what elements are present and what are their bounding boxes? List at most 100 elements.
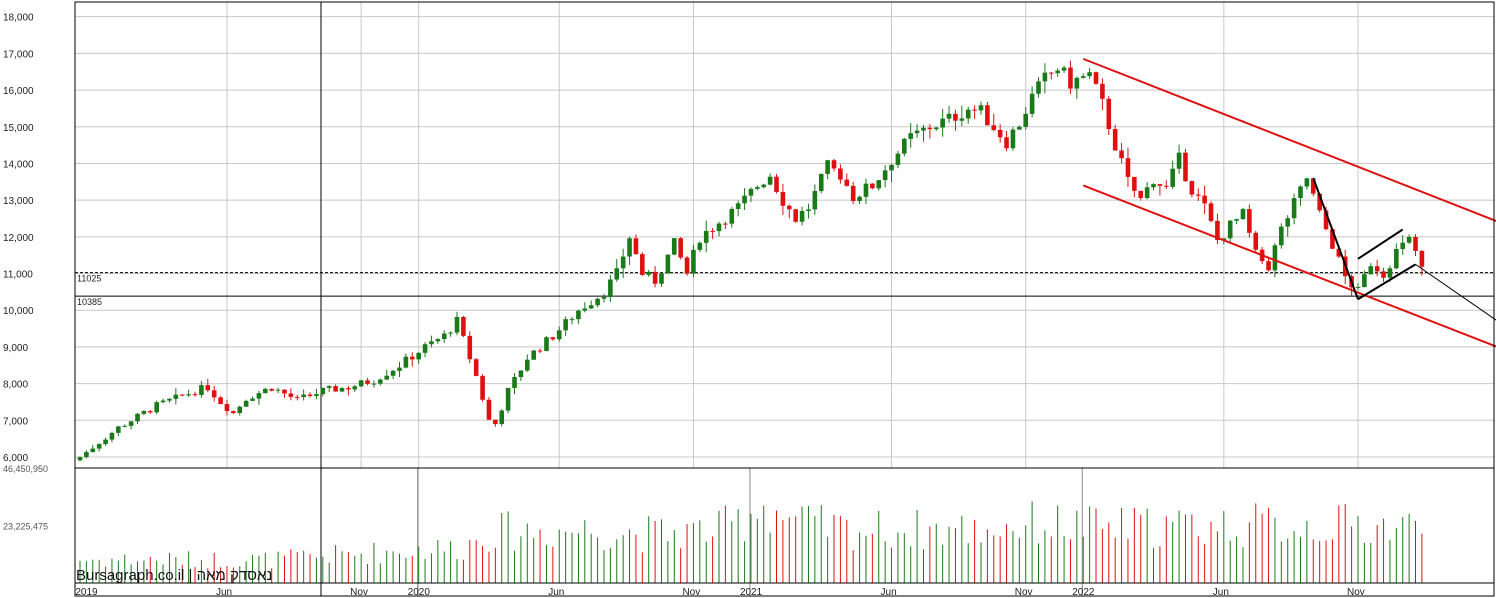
candle bbox=[1132, 176, 1137, 198]
candle-body bbox=[1215, 220, 1220, 241]
candle-body bbox=[1381, 271, 1386, 278]
candle-body bbox=[397, 367, 402, 371]
candle-body bbox=[409, 356, 415, 360]
candle-body bbox=[1208, 203, 1214, 221]
candle bbox=[799, 206, 805, 226]
candle-body bbox=[1310, 178, 1316, 194]
candle-body bbox=[435, 339, 441, 342]
candle bbox=[1004, 131, 1009, 152]
candle-body bbox=[192, 394, 198, 396]
candle bbox=[1068, 60, 1073, 94]
candle-body bbox=[748, 188, 754, 196]
candle bbox=[697, 241, 703, 253]
candle bbox=[339, 387, 345, 392]
candle bbox=[870, 183, 875, 190]
candle-body bbox=[326, 386, 332, 388]
candle bbox=[1208, 201, 1214, 223]
candle bbox=[563, 316, 568, 337]
candle-body bbox=[473, 359, 479, 376]
candle bbox=[595, 297, 600, 308]
candle bbox=[1093, 71, 1099, 85]
candle bbox=[192, 391, 198, 397]
candle bbox=[147, 410, 153, 414]
candle-body bbox=[1227, 220, 1233, 239]
candle bbox=[441, 330, 447, 343]
candle bbox=[1023, 106, 1029, 130]
candle-body bbox=[850, 185, 856, 202]
candle bbox=[780, 183, 786, 215]
candle bbox=[1240, 207, 1246, 221]
candle-body bbox=[908, 133, 913, 139]
candle bbox=[365, 377, 370, 386]
candle bbox=[314, 388, 319, 400]
candle bbox=[505, 387, 511, 414]
candle-body bbox=[422, 344, 428, 353]
candle-body bbox=[601, 296, 607, 299]
candle bbox=[831, 158, 837, 172]
x-tick-label: Nov bbox=[350, 587, 368, 598]
candle bbox=[243, 399, 249, 407]
candle bbox=[480, 374, 485, 402]
candle bbox=[1195, 188, 1201, 201]
candle-body bbox=[461, 316, 466, 336]
candle-body bbox=[940, 118, 945, 128]
candle bbox=[576, 309, 581, 324]
candle bbox=[678, 237, 683, 260]
candle-body bbox=[505, 387, 511, 411]
candle bbox=[665, 254, 671, 274]
candle-body bbox=[243, 400, 249, 407]
candle bbox=[646, 269, 652, 277]
candle-body bbox=[876, 180, 882, 189]
x-tick-label: 2021 bbox=[740, 587, 763, 598]
candle-body bbox=[614, 268, 620, 280]
candle bbox=[1298, 185, 1303, 206]
candle-body bbox=[1362, 274, 1367, 288]
candle-body bbox=[933, 127, 939, 130]
candle-body bbox=[1195, 194, 1201, 196]
candle bbox=[1413, 234, 1418, 257]
candle bbox=[959, 105, 965, 127]
candle bbox=[940, 108, 945, 137]
candle bbox=[838, 164, 843, 184]
candle bbox=[205, 378, 211, 393]
candle-body bbox=[1298, 186, 1303, 199]
candle-body bbox=[825, 160, 830, 174]
candle bbox=[1253, 230, 1259, 254]
candle-body bbox=[1247, 209, 1252, 233]
candle bbox=[199, 380, 204, 398]
candle-body bbox=[1323, 210, 1329, 230]
candle bbox=[1285, 215, 1291, 237]
candle bbox=[640, 252, 645, 276]
candle-body bbox=[671, 238, 677, 255]
candle-body bbox=[1272, 245, 1278, 271]
price-level-label: 10385 bbox=[77, 297, 102, 307]
candle-body bbox=[1004, 137, 1009, 149]
y-tick-label: 17,000 bbox=[3, 49, 34, 60]
x-tick-label: Jun bbox=[548, 587, 564, 598]
candle bbox=[1291, 193, 1297, 225]
candle bbox=[1247, 204, 1252, 238]
pattern-flag-bottom-line bbox=[1357, 263, 1417, 301]
price-levels: 11025 10385 bbox=[75, 272, 1494, 307]
candle bbox=[1138, 190, 1144, 201]
candle bbox=[154, 400, 159, 415]
candle-body bbox=[1419, 250, 1425, 267]
y-tick-label: 13,000 bbox=[3, 196, 34, 207]
candle bbox=[1144, 181, 1150, 200]
candle-body bbox=[352, 386, 358, 390]
volume-bars bbox=[79, 501, 1423, 583]
volume-tick-label: 46,450,950 bbox=[3, 464, 48, 474]
candle bbox=[1080, 73, 1086, 79]
candle-body bbox=[378, 379, 383, 384]
candle bbox=[978, 101, 984, 115]
candle-body bbox=[1394, 249, 1399, 269]
candle bbox=[608, 274, 613, 302]
candle bbox=[263, 387, 268, 394]
candle bbox=[473, 358, 479, 377]
y-tick-label: 8,000 bbox=[3, 380, 28, 391]
candle bbox=[933, 126, 939, 131]
candle-body bbox=[307, 394, 313, 397]
y-tick-label: 18,000 bbox=[3, 13, 34, 24]
y-tick-label: 12,000 bbox=[3, 233, 34, 244]
candle bbox=[550, 336, 556, 341]
